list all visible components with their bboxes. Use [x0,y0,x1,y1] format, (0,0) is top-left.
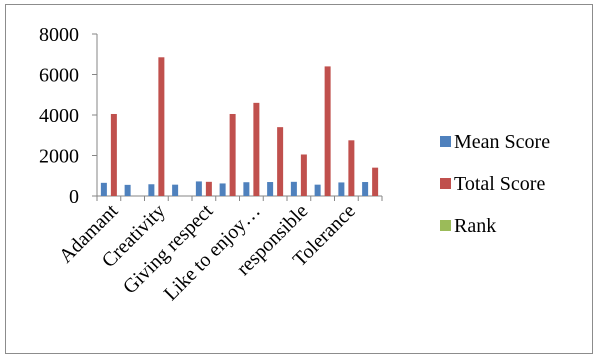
bar-total-score [277,127,284,196]
bar-mean-score [100,182,107,196]
bar-total-score [348,140,355,196]
bar-mean-score [148,184,155,196]
bar-mean-score [362,182,369,196]
bar-total-score [372,167,379,196]
bar-mean-score [338,182,345,196]
legend-swatch [440,220,451,231]
bar-total-score [229,113,236,196]
y-tick-label: 4000 [39,105,79,127]
bars [100,57,379,197]
bar-mean-score [290,181,297,196]
bar-total-score [253,102,260,196]
y-tick-label: 0 [69,186,79,208]
bar-total-score [205,181,212,196]
bar-total-score [110,113,117,196]
legend-swatch [440,136,451,147]
legend-label: Total Score [454,173,545,195]
legend-label: Rank [454,215,496,237]
bar-mean-score [195,181,202,196]
legend: Mean Score Total Score Rank [440,131,550,237]
chart-border [5,4,593,354]
bar-total-score [158,57,165,196]
legend-label: Mean Score [454,131,550,153]
bar-total-score [300,154,307,196]
bar-mean-score [172,184,179,196]
y-tick-label: 2000 [39,146,79,168]
y-axis: 0 2000 4000 6000 8000 [39,24,98,208]
legend-swatch [440,178,451,189]
y-tick-label: 6000 [39,65,79,87]
bar-mean-score [219,183,226,196]
bar-mean-score [124,184,131,196]
bar-total-score [324,66,331,197]
y-tick-label: 8000 [39,24,79,46]
bar-mean-score [267,182,274,196]
bar-mean-score [243,182,250,196]
bar-mean-score [314,184,321,196]
